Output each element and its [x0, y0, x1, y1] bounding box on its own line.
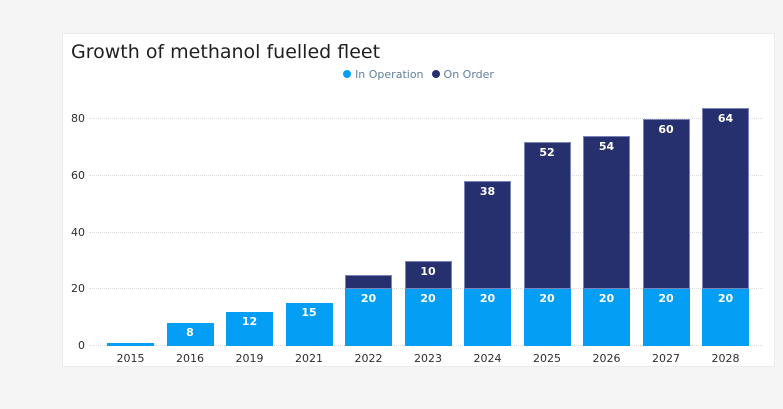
- bar-column: 52 20 2025: [523, 119, 571, 365]
- gridline: [89, 231, 763, 233]
- bar-value-label: 12: [241, 314, 258, 328]
- bar-column: 8 2016: [166, 119, 214, 365]
- bar-value-label: 38: [479, 185, 496, 199]
- bar-value-label: 20: [598, 292, 615, 306]
- bar-segment-in-operation[interactable]: 20: [702, 289, 749, 346]
- y-axis-label: 40: [71, 225, 85, 239]
- bar-value-label: 20: [479, 292, 496, 306]
- bar-segment-on-order[interactable]: 60: [642, 119, 690, 290]
- legend-label: In Operation: [355, 67, 424, 81]
- legend-item[interactable]: In Operation: [343, 67, 424, 81]
- bar-segment-on-order[interactable]: [345, 275, 392, 290]
- bar-segment-in-operation[interactable]: 20: [404, 289, 452, 346]
- bar-segment-on-order[interactable]: 54: [583, 136, 630, 290]
- bar-column: 12 2019: [226, 119, 273, 365]
- chart-legend: In Operation On Order: [63, 66, 774, 82]
- bar-segment-on-order[interactable]: 38: [464, 181, 511, 290]
- bar-value-label: 20: [360, 292, 377, 306]
- x-axis-label: 2019: [235, 352, 264, 365]
- bar-segment-in-operation[interactable]: 20: [464, 289, 511, 346]
- gridline: [89, 118, 763, 119]
- bar-segment-on-order[interactable]: 52: [523, 141, 571, 290]
- y-axis-label: 0: [78, 339, 85, 352]
- bar-segment-in-operation[interactable]: 8: [166, 323, 214, 346]
- x-axis-label: 2023: [414, 352, 442, 365]
- bar-segment-in-operation[interactable]: 20: [583, 289, 630, 346]
- bar-value-label: 20: [420, 292, 436, 306]
- gridline: [89, 174, 763, 176]
- plot-area: 0 20 40 60 80 2015 8 2016 12 2019 15 2021 20 2022 10 2…: [71, 107, 763, 365]
- x-axis-label: 2015: [116, 352, 145, 365]
- bar-column: 54 20 2026: [583, 119, 630, 365]
- x-axis-label: 2028: [711, 352, 740, 365]
- bar-segment-in-operation[interactable]: 20: [523, 289, 571, 346]
- bar-value-label: 52: [539, 145, 555, 159]
- bar-value-label: 10: [420, 264, 436, 278]
- bar-value-label: 20: [658, 292, 674, 306]
- bars-container: 2015 8 2016 12 2019 15 2021 20 2022 10 20 2023 38 20 2…: [107, 107, 749, 365]
- x-axis-label: 2022: [354, 352, 383, 365]
- y-axis-label: 80: [71, 112, 85, 125]
- bar-value-label: 60: [658, 123, 674, 136]
- bar-segment-in-operation[interactable]: 15: [285, 303, 333, 346]
- x-axis-label: 2027: [652, 352, 680, 365]
- legend-item[interactable]: On Order: [431, 67, 494, 81]
- bar-value-label: 15: [301, 306, 317, 320]
- bar-segment-in-operation[interactable]: [107, 343, 154, 346]
- x-axis-label: 2026: [592, 352, 621, 365]
- bar-column: 64 20 2028: [702, 107, 749, 365]
- bar-value-label: 20: [717, 292, 734, 306]
- bar-segment-on-order[interactable]: 10: [404, 260, 452, 290]
- y-axis-label: 20: [71, 282, 85, 296]
- bar-value-label: 54: [598, 140, 615, 154]
- chart-title: Growth of methanol fuelled fleet: [71, 41, 381, 63]
- bar-value-label: 20: [539, 292, 555, 306]
- legend-label: On Order: [443, 67, 494, 81]
- bar-column: 38 20 2024: [464, 119, 511, 365]
- bar-segment-in-operation[interactable]: 20: [345, 289, 392, 346]
- legend-marker-icon: [431, 70, 440, 78]
- bar-segment-in-operation[interactable]: 12: [226, 311, 273, 346]
- bar-column: 10 20 2023: [404, 119, 452, 365]
- bar-column: 60 20 2027: [642, 119, 690, 365]
- y-axis-label: 60: [71, 168, 85, 182]
- x-axis-label: 2021: [295, 352, 323, 365]
- x-axis-label: 2025: [533, 352, 561, 365]
- bar-column: 2015: [107, 119, 154, 365]
- bar-segment-on-order[interactable]: 64: [702, 107, 749, 290]
- bar-column: 15 2021: [285, 119, 333, 365]
- x-axis-label: 2016: [176, 352, 204, 365]
- chart-card: Growth of methanol fuelled fleet In Oper…: [62, 33, 775, 367]
- bar-segment-in-operation[interactable]: 20: [642, 289, 690, 346]
- bar-value-label: 64: [717, 111, 734, 125]
- legend-marker-icon: [343, 70, 352, 78]
- x-axis-label: 2024: [473, 352, 502, 365]
- bar-column: 20 2022: [345, 119, 392, 365]
- bar-value-label: 8: [186, 326, 194, 340]
